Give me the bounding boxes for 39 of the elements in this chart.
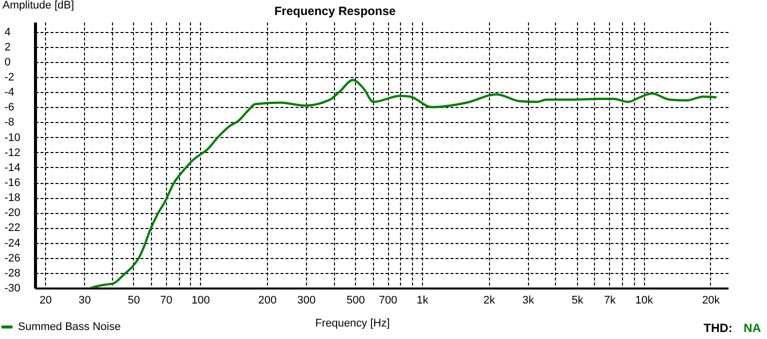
y-tick-label: -4 [4,86,14,99]
x-tick-label: 2k [483,294,496,306]
x-axis-title: Frequency [Hz] [315,318,390,330]
y-tick-label: -8 [4,116,14,129]
y-tick-label: -24 [4,237,20,250]
y-tick-label: 4 [4,26,11,38]
x-tick-label: 500 [346,294,365,306]
y-axis-title: Amplitude [dB] [2,0,74,12]
y-tick-label: -28 [4,267,20,280]
x-tick-label: 300 [297,294,316,306]
y-tick-label: -10 [4,132,20,144]
y-tick-label: -2 [4,72,14,84]
y-tick-label: -14 [4,162,20,174]
x-tick-label: 20k [702,294,720,306]
x-tick-label: 7k [604,294,616,306]
x-tick-label: 3k [522,294,535,306]
y-tick-label: -20 [4,207,20,220]
y-tick-label: 0 [4,56,11,68]
x-tick-label: 20 [40,294,52,306]
y-tick-label: -18 [4,192,20,204]
x-tick-label: 30 [78,294,91,306]
text: THD: NA [704,321,761,335]
y-tick-label: -26 [4,252,20,264]
y-tick-label: -12 [4,146,20,159]
y-tick-label: -16 [4,177,20,190]
y-tick-label: 2 [4,41,11,54]
legend-label: Summed Bass Noise [18,321,121,333]
chart-title: Frequency Response [274,4,396,18]
x-tick-label: 5k [572,294,584,306]
x-tick-label: 10k [635,294,654,306]
y-tick-label: -30 [4,282,20,294]
y-tick-label: -6 [4,102,14,114]
x-tick-label: 100 [191,294,210,306]
x-tick-label: 1k [416,294,429,306]
x-tick-label: 200 [258,294,277,306]
x-tick-label: 50 [128,294,140,306]
y-tick-label: -22 [4,222,20,234]
x-tick-label: 700 [378,294,398,306]
x-tick-label: 70 [160,294,172,306]
